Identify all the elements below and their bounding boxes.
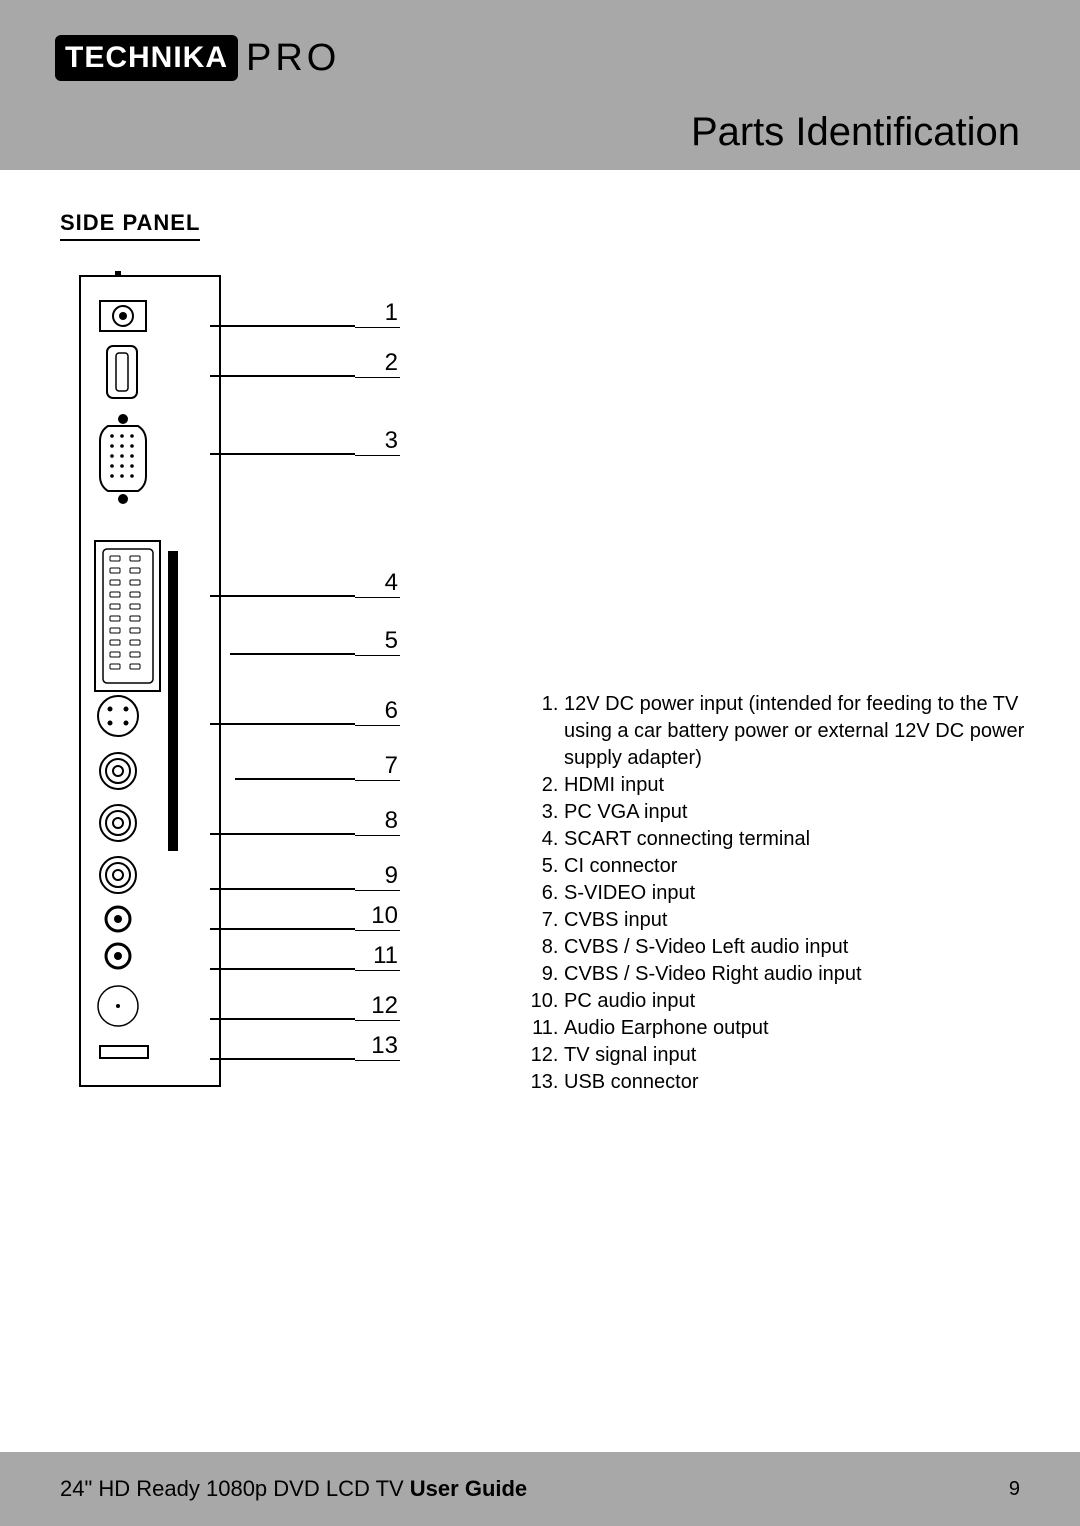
- brand-logo: TECHNIKA PRO: [55, 35, 340, 81]
- callout-number: 10: [355, 902, 400, 931]
- page-header: TECHNIKA PRO Parts Identification: [0, 0, 1080, 170]
- page-title: Parts Identification: [691, 110, 1020, 155]
- footer-text: 24" HD Ready 1080p DVD LCD TV User Guide: [60, 1476, 527, 1502]
- legend-item: CVBS input: [564, 907, 1070, 934]
- legend-item: CVBS / S-Video Right audio input: [564, 961, 1070, 988]
- legend-item: 12V DC power input (intended for feeding…: [564, 691, 1070, 772]
- callout-line: [230, 653, 355, 655]
- legend-item: PC audio input: [564, 988, 1070, 1015]
- callout-line: [210, 928, 355, 930]
- footer-bold: User Guide: [410, 1476, 527, 1501]
- callout-number: 13: [355, 1032, 400, 1061]
- callout-number: 12: [355, 992, 400, 1021]
- callout-line: [210, 1058, 355, 1060]
- section-title: Side Panel: [60, 210, 200, 241]
- callout-line: [210, 1018, 355, 1020]
- legend-item: PC VGA input: [564, 799, 1070, 826]
- callout-line: [210, 888, 355, 890]
- footer-prefix: 24" HD Ready 1080p DVD LCD TV: [60, 1476, 410, 1501]
- legend-list: 12V DC power input (intended for feeding…: [540, 691, 1070, 1096]
- callout-line: [210, 833, 355, 835]
- callout-number: 9: [355, 862, 400, 891]
- callout-number: 5: [355, 627, 400, 656]
- callout-number: 6: [355, 697, 400, 726]
- callout-line: [210, 375, 355, 377]
- callout-line: [210, 325, 355, 327]
- callout-line: [235, 778, 355, 780]
- diagram-area: 12345678910111213 12V DC power input (in…: [60, 271, 1020, 1091]
- callout-number: 2: [355, 349, 400, 378]
- callout-number: 4: [355, 569, 400, 598]
- content-area: Side Panel: [0, 170, 1080, 1440]
- callout-line: [210, 723, 355, 725]
- callout-line: [210, 595, 355, 597]
- callout-line: [210, 453, 355, 455]
- legend-item: S-VIDEO input: [564, 880, 1070, 907]
- legend-item: HDMI input: [564, 772, 1070, 799]
- legend-item: Audio Earphone output: [564, 1015, 1070, 1042]
- page-footer: 24" HD Ready 1080p DVD LCD TV User Guide…: [0, 1452, 1080, 1526]
- legend-item: CVBS / S-Video Left audio input: [564, 934, 1070, 961]
- brand-suffix: PRO: [246, 37, 340, 80]
- callout-number: 3: [355, 427, 400, 456]
- callout-number: 11: [355, 942, 400, 971]
- legend-item: CI connector: [564, 853, 1070, 880]
- callout-number: 7: [355, 752, 400, 781]
- legend-item: TV signal input: [564, 1042, 1070, 1069]
- legend-item: SCART connecting terminal: [564, 826, 1070, 853]
- page-number: 9: [1009, 1478, 1020, 1501]
- callout-number: 8: [355, 807, 400, 836]
- legend-item: USB connector: [564, 1069, 1070, 1096]
- callout-line: [210, 968, 355, 970]
- legend: 12V DC power input (intended for feeding…: [540, 691, 1070, 1096]
- callout-number: 1: [355, 299, 400, 328]
- brand-name-box: TECHNIKA: [55, 35, 238, 81]
